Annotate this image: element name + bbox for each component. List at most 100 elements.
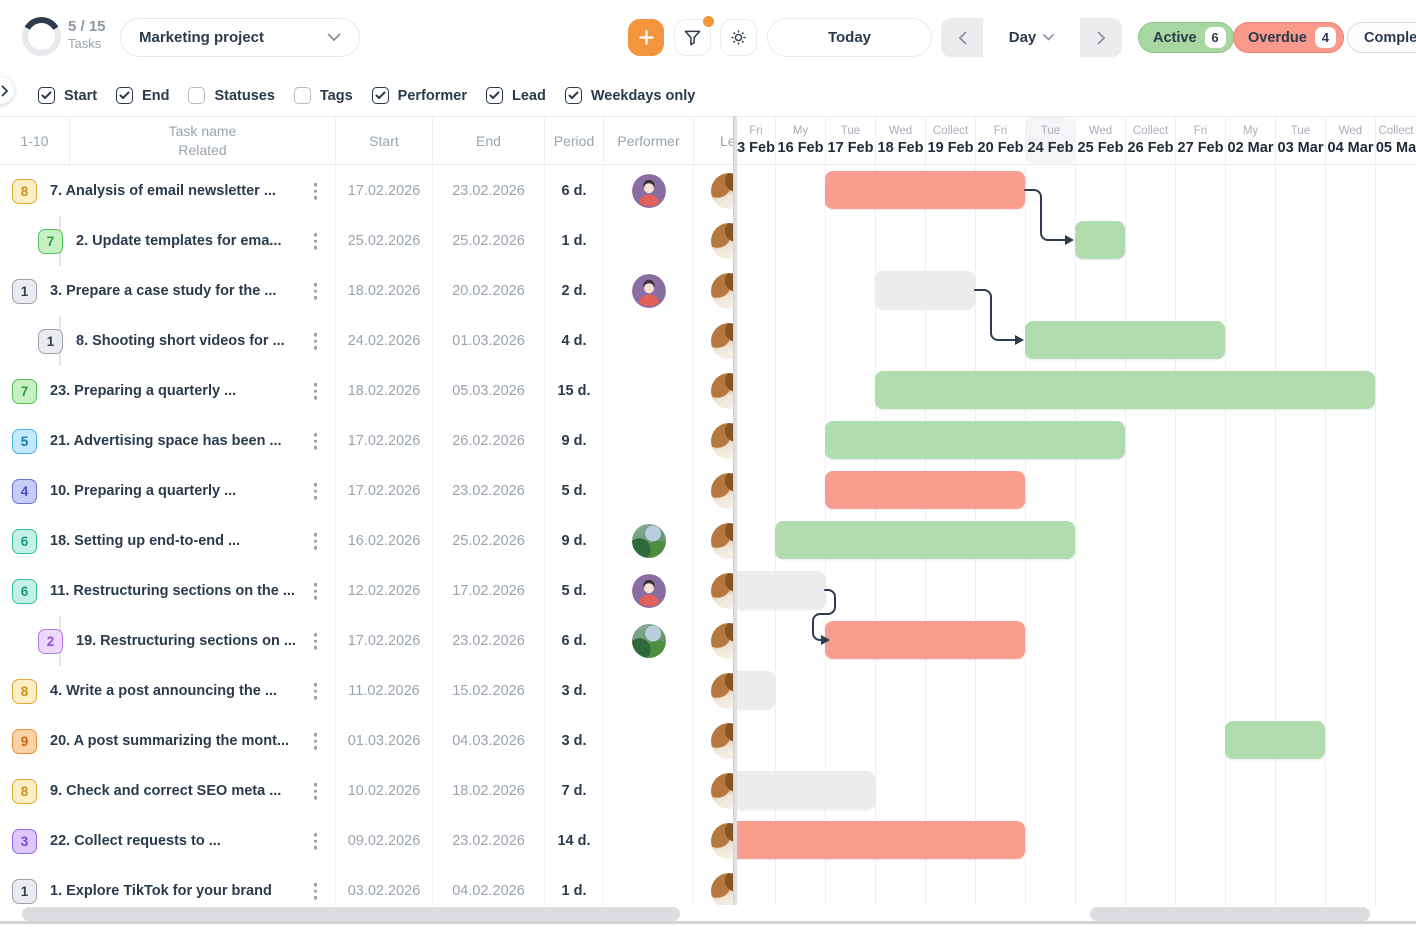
performer-avatar[interactable] bbox=[631, 524, 666, 558]
gantt-bar-19-red[interactable] bbox=[825, 621, 1025, 659]
task-name[interactable]: 22. Collect requests to ... bbox=[50, 833, 221, 849]
filter-toggle-start[interactable]: Start bbox=[38, 87, 97, 104]
gantt-day-column-17-feb[interactable]: Tue 17 Feb bbox=[825, 117, 875, 164]
kebab-menu-icon[interactable] bbox=[311, 780, 321, 803]
status-filter-completed[interactable]: Comple bbox=[1347, 22, 1416, 53]
kebab-menu-icon[interactable] bbox=[311, 430, 321, 453]
gantt-day-column-25-feb[interactable]: Wed 25 Feb bbox=[1075, 117, 1125, 164]
gantt-bar-3-gray[interactable] bbox=[875, 271, 975, 309]
gantt-horizontal-scrollbar[interactable] bbox=[1090, 907, 1370, 921]
gantt-bar-20-green[interactable] bbox=[1225, 721, 1325, 759]
lead-avatar[interactable] bbox=[711, 223, 737, 259]
gantt-day-column-02-mar[interactable]: My 02 Mar bbox=[1225, 117, 1275, 164]
lead-avatar[interactable] bbox=[711, 823, 737, 859]
lead-avatar[interactable] bbox=[711, 873, 737, 905]
performer-avatar[interactable] bbox=[631, 624, 666, 658]
period-column-header[interactable]: Period bbox=[544, 117, 603, 164]
kebab-menu-icon[interactable] bbox=[311, 680, 321, 703]
expand-panel-button[interactable] bbox=[0, 77, 14, 104]
task-name[interactable]: 2. Update templates for ema... bbox=[76, 233, 282, 249]
project-selector-dropdown[interactable]: Marketing project bbox=[120, 18, 360, 57]
gantt-day-column-19-feb[interactable]: Collect 19 Feb bbox=[925, 117, 975, 164]
lead-avatar[interactable] bbox=[711, 173, 737, 209]
status-filter-overdue[interactable]: Overdue 4 bbox=[1233, 22, 1344, 53]
zoom-level-dropdown[interactable]: Day bbox=[983, 18, 1080, 57]
task-name[interactable]: 20. A post summarizing the mont... bbox=[50, 733, 290, 749]
lead-avatar[interactable] bbox=[711, 373, 737, 409]
performer-avatar[interactable] bbox=[631, 274, 666, 308]
kebab-menu-icon[interactable] bbox=[311, 630, 321, 653]
kebab-menu-icon[interactable] bbox=[311, 830, 321, 853]
lead-avatar[interactable] bbox=[711, 623, 737, 659]
gantt-day-column-20-feb[interactable]: Fri 20 Feb bbox=[975, 117, 1025, 164]
gantt-day-column-16-feb[interactable]: My 16 Feb bbox=[775, 117, 825, 164]
task-name[interactable]: 23. Preparing a quarterly ... bbox=[50, 383, 237, 399]
gantt-day-column-3-feb[interactable]: Fri 3 Feb bbox=[737, 117, 775, 164]
gantt-bar-18-green[interactable] bbox=[775, 521, 1075, 559]
task-name[interactable]: 11. Restructuring sections on the ... bbox=[50, 583, 295, 599]
lead-avatar[interactable] bbox=[711, 573, 737, 609]
task-name[interactable]: 1. Explore TikTok for your brand bbox=[50, 883, 272, 899]
timeline-prev-button[interactable] bbox=[941, 18, 983, 57]
filter-toggle-weekdays-only[interactable]: Weekdays only bbox=[564, 87, 695, 104]
task-name[interactable]: 9. Check and correct SEO meta ... bbox=[50, 783, 282, 799]
filter-toggle-lead[interactable]: Lead bbox=[485, 87, 546, 104]
gantt-bar-23-green[interactable] bbox=[875, 371, 1375, 409]
checkbox-weekdays-only[interactable] bbox=[564, 87, 582, 104]
add-task-button[interactable] bbox=[628, 19, 664, 56]
filter-toggle-statuses[interactable]: Statuses bbox=[188, 87, 275, 104]
performer-column-header[interactable]: Performer bbox=[603, 117, 693, 164]
lead-avatar[interactable] bbox=[711, 473, 737, 509]
task-name[interactable]: 18. Setting up end-to-end ... bbox=[50, 533, 241, 549]
kebab-menu-icon[interactable] bbox=[311, 730, 321, 753]
kebab-menu-icon[interactable] bbox=[311, 480, 321, 503]
checkbox-start[interactable] bbox=[38, 87, 55, 104]
table-horizontal-scrollbar[interactable] bbox=[22, 907, 680, 921]
lead-avatar[interactable] bbox=[711, 673, 737, 709]
gantt-day-column-24-feb[interactable]: Tue 24 Feb bbox=[1025, 117, 1075, 164]
task-name[interactable]: 3. Prepare a case study for the ... bbox=[50, 283, 277, 299]
task-name[interactable]: 10. Preparing a quarterly ... bbox=[50, 483, 237, 499]
kebab-menu-icon[interactable] bbox=[311, 880, 321, 903]
today-button[interactable]: Today bbox=[767, 18, 932, 57]
gantt-day-column-04-mar[interactable]: Wed 04 Mar bbox=[1325, 117, 1375, 164]
filter-button[interactable] bbox=[674, 16, 714, 56]
checkbox-lead[interactable] bbox=[485, 87, 503, 104]
start-column-header[interactable]: Start bbox=[335, 117, 432, 164]
end-column-header[interactable]: End bbox=[432, 117, 544, 164]
performer-avatar[interactable] bbox=[631, 574, 666, 608]
gantt-bar-22-red[interactable] bbox=[737, 821, 1025, 859]
gantt-day-column-27-feb[interactable]: Fri 27 Feb bbox=[1175, 117, 1225, 164]
lead-avatar[interactable] bbox=[711, 523, 737, 559]
task-name[interactable]: 8. Shooting short videos for ... bbox=[76, 333, 285, 349]
kebab-menu-icon[interactable] bbox=[311, 330, 321, 353]
panel-splitter-handle[interactable] bbox=[733, 116, 737, 905]
gantt-bar-4-gray[interactable] bbox=[737, 671, 775, 709]
filter-toggle-tags[interactable]: Tags bbox=[293, 87, 353, 104]
task-name-column-header[interactable]: Task name Related bbox=[168, 122, 237, 158]
checkbox-statuses[interactable] bbox=[188, 87, 206, 104]
kebab-menu-icon[interactable] bbox=[311, 230, 321, 253]
gantt-day-column-05-ma[interactable]: Collect 05 Ma bbox=[1375, 117, 1416, 164]
filter-toggle-end[interactable]: End bbox=[116, 87, 169, 104]
timeline-next-button[interactable] bbox=[1080, 18, 1122, 57]
performer-avatar[interactable] bbox=[631, 174, 666, 208]
status-filter-active[interactable]: Active 6 bbox=[1138, 22, 1234, 53]
lead-avatar[interactable] bbox=[711, 423, 737, 459]
gantt-bar-21-green[interactable] bbox=[825, 421, 1125, 459]
lead-avatar[interactable] bbox=[711, 723, 737, 759]
lead-column-header[interactable]: Lead bbox=[693, 117, 737, 164]
gantt-bar-11-gray[interactable] bbox=[737, 571, 825, 609]
task-name[interactable]: 7. Analysis of email newsletter ... bbox=[50, 183, 276, 199]
kebab-menu-icon[interactable] bbox=[311, 530, 321, 553]
task-name[interactable]: 4. Write a post announcing the ... bbox=[50, 683, 277, 699]
lead-avatar[interactable] bbox=[711, 323, 737, 359]
gantt-bar-9-gray[interactable] bbox=[737, 771, 875, 809]
kebab-menu-icon[interactable] bbox=[311, 380, 321, 403]
kebab-menu-icon[interactable] bbox=[311, 280, 321, 303]
gantt-day-column-26-feb[interactable]: Collect 26 Feb bbox=[1125, 117, 1175, 164]
gantt-day-column-18-feb[interactable]: Wed 18 Feb bbox=[875, 117, 925, 164]
checkbox-end[interactable] bbox=[116, 87, 134, 104]
gantt-bar-2-green[interactable] bbox=[1075, 221, 1125, 259]
gantt-bar-7-red[interactable] bbox=[825, 171, 1025, 209]
